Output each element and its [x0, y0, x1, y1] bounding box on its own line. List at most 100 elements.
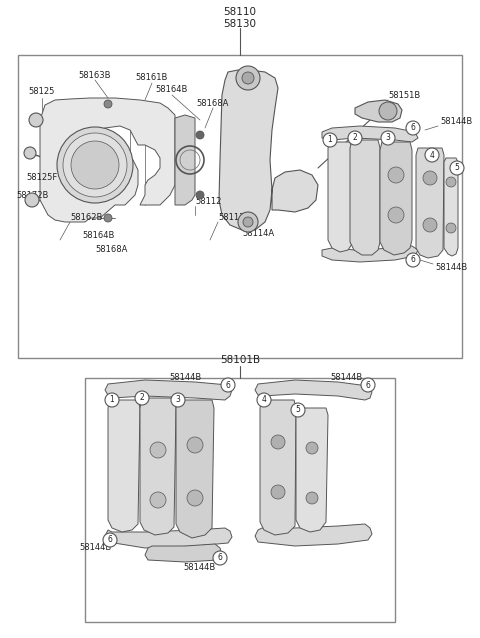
Circle shape [271, 435, 285, 449]
Circle shape [221, 378, 235, 392]
Text: 58144B: 58144B [435, 263, 467, 272]
Bar [85, 378, 395, 622]
Polygon shape [176, 400, 214, 538]
Text: 2: 2 [353, 133, 358, 142]
Circle shape [25, 193, 39, 207]
Polygon shape [145, 544, 222, 562]
Circle shape [150, 492, 166, 508]
Text: 2: 2 [140, 394, 144, 403]
Text: 6: 6 [217, 554, 222, 563]
Circle shape [361, 378, 375, 392]
Polygon shape [322, 246, 418, 262]
Circle shape [29, 113, 43, 127]
Text: 6: 6 [410, 255, 415, 265]
Text: 58163B: 58163B [79, 71, 111, 80]
Circle shape [187, 490, 203, 506]
Text: 58114A: 58114A [242, 228, 274, 237]
Text: 58144B: 58144B [79, 544, 111, 553]
Circle shape [323, 133, 337, 147]
Text: 58144B: 58144B [440, 117, 472, 126]
Text: 5: 5 [296, 406, 300, 415]
Polygon shape [296, 408, 328, 532]
Text: 4: 4 [430, 151, 434, 160]
Circle shape [381, 131, 395, 145]
Text: 58110: 58110 [224, 7, 256, 17]
Circle shape [423, 171, 437, 185]
Circle shape [171, 393, 185, 407]
Polygon shape [255, 524, 372, 546]
Text: 58101B: 58101B [220, 355, 260, 365]
Circle shape [196, 191, 204, 199]
Text: 6: 6 [226, 380, 230, 390]
Circle shape [238, 212, 258, 232]
Polygon shape [444, 158, 458, 256]
Text: 58144B: 58144B [184, 563, 216, 572]
Circle shape [104, 214, 112, 222]
Circle shape [103, 533, 117, 547]
Circle shape [306, 442, 318, 454]
Circle shape [348, 131, 362, 145]
Circle shape [450, 161, 464, 175]
Polygon shape [40, 98, 175, 222]
Circle shape [446, 177, 456, 187]
Text: 58130: 58130 [224, 19, 256, 29]
Polygon shape [105, 380, 232, 400]
Polygon shape [350, 140, 380, 255]
Circle shape [236, 66, 260, 90]
Bar [18, 55, 462, 358]
Polygon shape [219, 70, 318, 230]
Text: 58162B: 58162B [70, 214, 102, 223]
Polygon shape [105, 528, 232, 548]
Circle shape [213, 551, 227, 565]
Circle shape [406, 253, 420, 267]
Polygon shape [355, 100, 402, 122]
Text: 58125: 58125 [29, 87, 55, 96]
Text: 6: 6 [410, 124, 415, 133]
Polygon shape [380, 142, 412, 255]
Circle shape [388, 207, 404, 223]
Text: 58172B: 58172B [17, 191, 49, 200]
Polygon shape [255, 380, 372, 400]
Circle shape [423, 218, 437, 232]
Circle shape [196, 131, 204, 139]
Circle shape [135, 391, 149, 405]
Text: 3: 3 [176, 396, 180, 404]
Text: 58164B: 58164B [82, 230, 114, 239]
Circle shape [257, 393, 271, 407]
Circle shape [24, 147, 36, 159]
Circle shape [306, 492, 318, 504]
Text: 58168A: 58168A [196, 98, 228, 107]
Circle shape [71, 141, 119, 189]
Polygon shape [322, 126, 418, 142]
Text: 5: 5 [455, 163, 459, 172]
Circle shape [242, 72, 254, 84]
Text: 58164B: 58164B [156, 85, 188, 94]
Text: 58168A: 58168A [95, 246, 127, 255]
Circle shape [425, 148, 439, 162]
Circle shape [150, 442, 166, 458]
Text: 1: 1 [109, 396, 114, 404]
Text: 58144B: 58144B [330, 373, 362, 383]
Polygon shape [175, 115, 195, 205]
Circle shape [388, 167, 404, 183]
Text: 6: 6 [366, 380, 371, 390]
Circle shape [187, 437, 203, 453]
Circle shape [105, 393, 119, 407]
Circle shape [57, 127, 133, 203]
Text: 58161B: 58161B [136, 73, 168, 82]
Circle shape [271, 485, 285, 499]
Polygon shape [260, 400, 296, 535]
Circle shape [291, 403, 305, 417]
Circle shape [63, 133, 127, 197]
Text: 6: 6 [108, 535, 112, 544]
Polygon shape [140, 398, 176, 535]
Polygon shape [328, 142, 352, 252]
Text: 58125F: 58125F [26, 174, 58, 182]
Text: 58144B: 58144B [169, 373, 201, 383]
Circle shape [446, 223, 456, 233]
Text: 58151B: 58151B [388, 91, 420, 100]
Polygon shape [108, 400, 140, 532]
Text: 4: 4 [262, 396, 266, 404]
Text: 3: 3 [385, 133, 390, 142]
Text: 58112: 58112 [195, 198, 221, 207]
